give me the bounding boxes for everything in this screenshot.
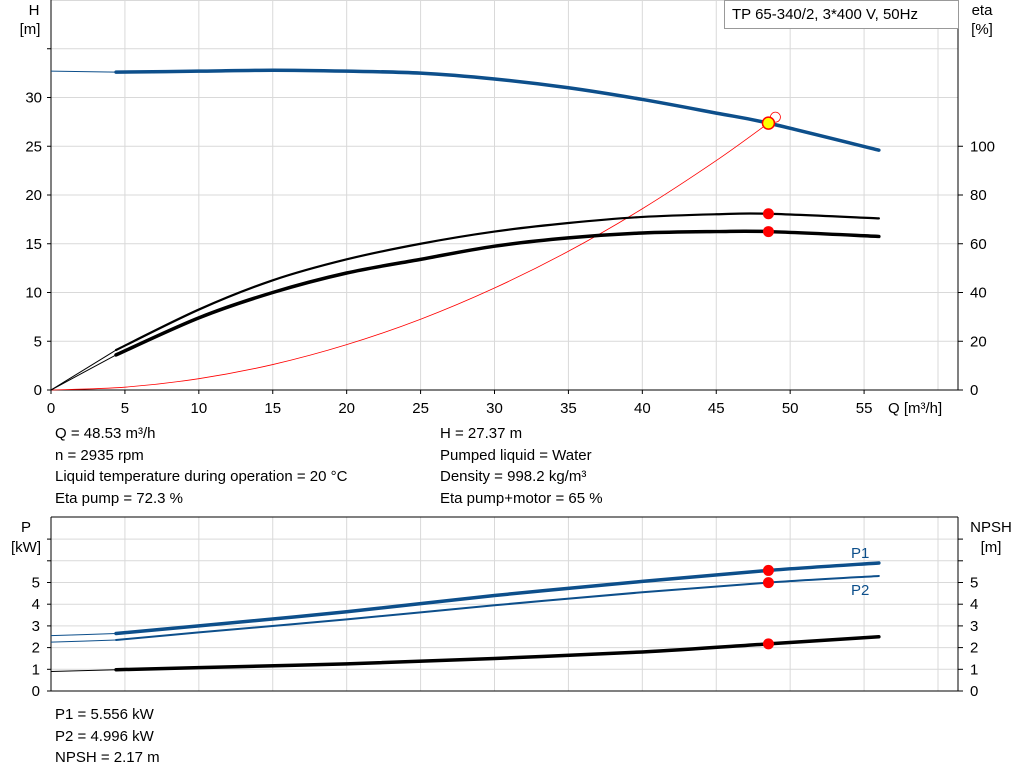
p1-curve-extension [50, 632, 117, 637]
x-tick-label: 45 [708, 400, 725, 417]
info-right: H = 27.37 m Pumped liquid = Water Densit… [440, 423, 603, 509]
npsh-curve-extension [50, 669, 117, 672]
y-left-tick-label: 0 [32, 683, 40, 700]
x-tick-label: 50 [782, 400, 799, 417]
y-left-unit: [kW] [11, 539, 41, 556]
x-tick-label: 40 [634, 400, 651, 417]
y-left-label: P [21, 519, 31, 536]
y-right-tick-label: 2 [970, 640, 978, 657]
y-left-label: H [29, 2, 40, 19]
y-right-tick-label: 80 [970, 187, 987, 204]
info-speed: n = 2935 rpm [55, 446, 144, 464]
y-left-tick-label: 2 [32, 640, 40, 657]
y-right-tick-label: 4 [970, 596, 978, 613]
y-right-tick-label: 20 [970, 333, 987, 350]
head-curve-extension [50, 70, 117, 73]
y-right-tick-label: 0 [970, 683, 978, 700]
x-tick-label: 0 [47, 400, 55, 417]
info-npsh: NPSH = 2.17 m [55, 749, 160, 766]
eta-pump-motor-curve-extension [50, 354, 117, 391]
x-tick-label: 55 [856, 400, 873, 417]
y-left-tick-label: 25 [25, 138, 42, 155]
x-tick-label: 30 [486, 400, 503, 417]
y-left-tick-label: 3 [32, 618, 40, 635]
y-left-tick-label: 1 [32, 661, 40, 678]
info-flow: Q = 48.53 m³/h [55, 425, 156, 442]
info-temperature: Liquid temperature during operation = 20… [55, 468, 348, 485]
info-p2: P2 = 4.996 kW [55, 727, 154, 745]
info-left: Q = 48.53 m³/h n = 2935 rpm Liquid tempe… [55, 423, 347, 509]
eta-pump-curve-extension [50, 349, 117, 391]
operating-point-p2 [762, 577, 774, 589]
y-left-tick-label: 0 [34, 382, 42, 399]
p2-curve-extension [50, 639, 117, 643]
y-left-tick-label: 20 [25, 187, 42, 204]
y-right-tick-label: 3 [970, 618, 978, 635]
x-tick-label: 20 [338, 400, 355, 417]
p1-series-label: P1 [851, 545, 869, 562]
y-left-tick-label: 5 [32, 575, 40, 592]
chart-title: TP 65-340/2, 3*400 V, 50Hz [732, 6, 918, 23]
y-left-tick-label: 15 [25, 236, 42, 253]
y-left-tick-label: 5 [34, 333, 42, 350]
y-right-tick-label: 5 [970, 575, 978, 592]
info-p1: P1 = 5.556 kW [55, 706, 154, 723]
eta-pump-curve [114, 212, 880, 352]
info-eta-pump: Eta pump = 72.3 % [55, 489, 183, 507]
y-left-tick-label: 10 [25, 285, 42, 302]
x-tick-label: 25 [412, 400, 429, 417]
p2-series-label: P2 [851, 582, 869, 599]
x-tick-label: 5 [121, 400, 129, 417]
axis-labels: 0 5 10 15 20 25 30 35 40 45 50 55051015202530020406… [11, 2, 1012, 700]
head-curve [114, 68, 881, 152]
y-right-tick-label: 0 [970, 382, 978, 399]
y-right-unit: [m] [981, 539, 1002, 556]
y-right-tick-label: 1 [970, 661, 978, 678]
x-tick-label: 15 [264, 400, 281, 417]
y-right-label: NPSH [970, 519, 1012, 536]
info-head: H = 27.37 m [440, 425, 523, 442]
y-right-tick-label: 60 [970, 236, 987, 253]
eta-pump-motor-curve [114, 229, 881, 357]
y-right-label: eta [972, 2, 994, 19]
system-curve [50, 122, 769, 391]
info-density: Density = 998.2 kg/m³ [440, 468, 587, 485]
info-eta-pump-motor: Eta pump+motor = 65 % [440, 489, 603, 507]
x-tick-label: 35 [560, 400, 577, 417]
y-left-unit: [m] [20, 21, 41, 38]
operating-point-npsh [762, 638, 774, 650]
y-right-unit: [%] [971, 21, 993, 38]
x-axis-label: Q [m³/h] [888, 400, 942, 417]
curves [50, 68, 881, 672]
operating-point-head [761, 116, 776, 130]
top-chart-grid [47, 0, 963, 394]
y-left-tick-label: 4 [32, 596, 40, 613]
operating-point-eta-pump [762, 208, 774, 220]
operating-point-eta-pump-motor [762, 226, 774, 238]
title-legend-box: TP 65-340/2, 3*400 V, 50Hz [724, 0, 959, 29]
info-liquid: Pumped liquid = Water [440, 446, 592, 464]
y-left-tick-label: 30 [25, 90, 42, 107]
x-label-bg [880, 396, 952, 416]
operating-point-p1 [762, 564, 774, 576]
info-bottom: P1 = 5.556 kW P2 = 4.996 kW NPSH = 2.17 … [55, 704, 160, 769]
y-right-tick-label: 40 [970, 285, 987, 302]
x-tick-label: 10 [190, 400, 207, 417]
y-right-tick-label: 100 [970, 138, 995, 155]
